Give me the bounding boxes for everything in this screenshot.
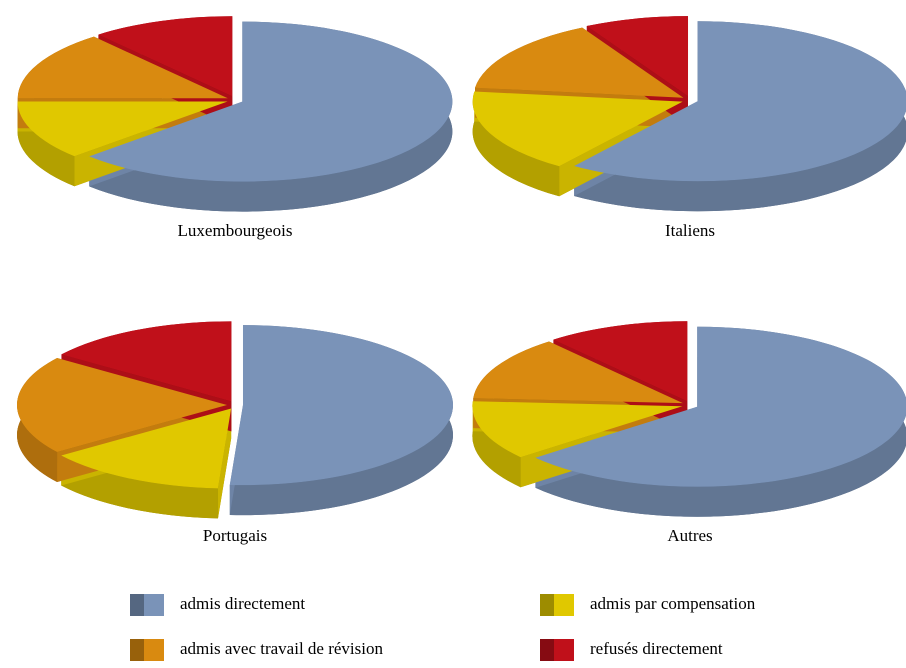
slice-side — [89, 21, 453, 212]
legend-label: admis avec travail de révision — [180, 639, 383, 658]
pie-title: Autres — [667, 526, 712, 545]
legend-swatch — [144, 639, 164, 661]
legend-swatch-side — [130, 639, 144, 661]
slice-side — [574, 21, 906, 212]
slice — [17, 36, 228, 99]
legend-label: admis par compensation — [590, 594, 756, 613]
slice — [472, 91, 683, 167]
slice — [553, 321, 688, 402]
slice-side — [535, 326, 906, 517]
slice — [17, 101, 228, 157]
slice — [61, 408, 232, 489]
slice — [574, 21, 906, 182]
slice — [16, 357, 227, 453]
legend-swatch — [144, 594, 164, 616]
slice — [535, 326, 906, 487]
legend-swatch — [554, 594, 574, 616]
slice — [229, 325, 453, 486]
slice — [98, 16, 233, 97]
slice — [475, 27, 684, 98]
slice — [473, 341, 683, 404]
slice — [586, 16, 689, 97]
slice-side — [472, 401, 521, 488]
slice — [472, 401, 683, 458]
legend-swatch — [554, 639, 574, 661]
slice-side — [472, 91, 560, 197]
legend-swatch-side — [540, 594, 554, 616]
legend-label: refusés directement — [590, 639, 723, 658]
legend-swatch-side — [540, 639, 554, 661]
pie-title: Italiens — [665, 221, 715, 240]
legend-label: admis directement — [180, 594, 305, 613]
legend-swatch-side — [130, 594, 144, 616]
pie-title: Portugais — [203, 526, 267, 545]
slice — [89, 21, 453, 182]
slice-side — [17, 101, 75, 187]
pie-title: Luxembourgeois — [178, 221, 293, 240]
slice — [61, 321, 232, 402]
